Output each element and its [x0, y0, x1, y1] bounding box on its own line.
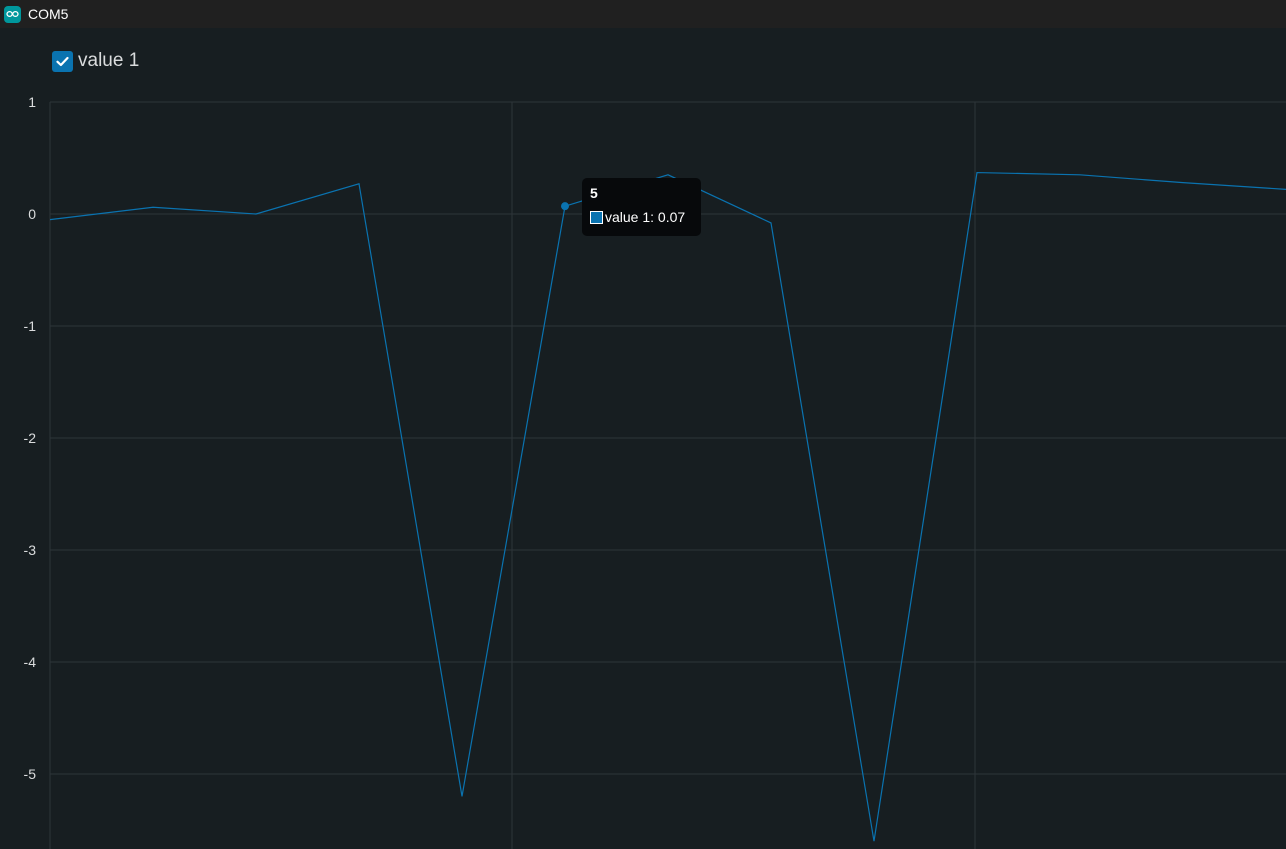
- arduino-infinity-icon: [4, 5, 21, 23]
- tooltip-color-swatch: [590, 210, 603, 224]
- chart-legend: value 1: [52, 50, 139, 72]
- series-line-value-1: [49, 171, 1286, 842]
- window-title: COM5: [28, 6, 69, 22]
- tooltip-value: value 1: 0.07: [605, 209, 686, 225]
- tooltip-title: 5: [590, 185, 598, 201]
- y-axis-ticks: 1 0 -1 -2 -3 -4 -5: [24, 94, 37, 782]
- y-tick-label: 0: [28, 206, 36, 222]
- window-titlebar: COM5: [0, 0, 1286, 28]
- y-tick-label: -4: [24, 654, 37, 670]
- checkmark-icon: [56, 56, 69, 66]
- legend-checkbox-value-1[interactable]: [52, 50, 73, 72]
- data-tooltip: 5 value 1: 0.07: [582, 178, 701, 236]
- legend-label: value 1: [78, 50, 140, 71]
- y-tick-label: -2: [24, 430, 37, 446]
- y-tick-label: 1: [28, 94, 36, 110]
- tooltip-row: value 1: 0.07: [590, 209, 693, 225]
- y-tick-label: -5: [24, 766, 37, 782]
- y-tick-label: -3: [24, 542, 37, 558]
- highlighted-data-point[interactable]: [561, 202, 569, 211]
- y-tick-label: -1: [24, 318, 37, 334]
- plot-area: 1 0 -1 -2 -3 -4 -5: [24, 94, 1286, 849]
